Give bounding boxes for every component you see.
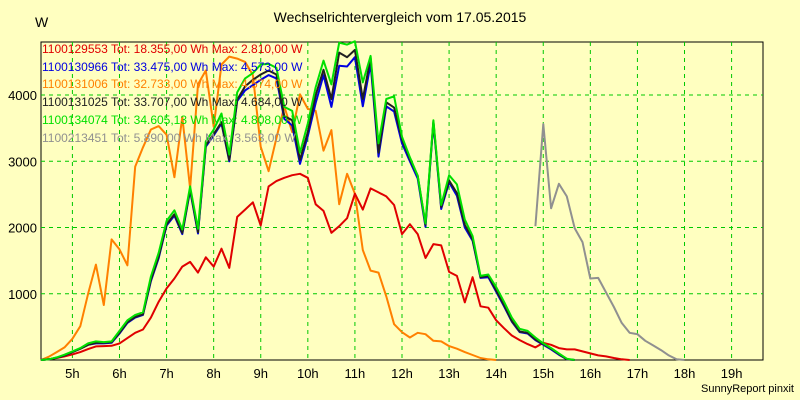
- x-tick-label: 16h: [579, 366, 601, 381]
- x-tick-label: 17h: [627, 366, 649, 381]
- legend-entry: 1100131025 Tot: 33.707,00 Wh Max: 4.684,…: [42, 95, 303, 110]
- chart-title: Wechselrichtervergleich vom 17.05.2015: [273, 9, 527, 25]
- legend: 1100129553 Tot: 18.355,00 Wh Max: 2.810,…: [42, 41, 302, 147]
- series-lines: [40, 40, 685, 361]
- series-line-1100129553: [40, 172, 630, 361]
- y-tick-label: 1000: [8, 287, 37, 302]
- y-tick-label: 2000: [8, 221, 37, 236]
- grid-lines: [41, 42, 763, 360]
- legend-entry: 1100134074 Tot: 34.605,13 Wh Max: 4.808,…: [42, 112, 303, 127]
- legend-entry: 1100131006 Tot: 32.733,00 Wh Max: 4.574,…: [42, 77, 303, 92]
- axis-ticks: 5h 6h 7h 8h 9h 10h 11h 12h 13h 14h 15h 16h 17h 18h 19h…: [8, 88, 742, 381]
- x-tick-label: 15h: [532, 366, 554, 381]
- x-tick-label: 19h: [721, 366, 743, 381]
- series-line-1100131025: [40, 48, 575, 361]
- y-tick-label: 4000: [8, 88, 37, 103]
- x-tick-label: 10h: [297, 366, 319, 381]
- x-tick-label: 6h: [112, 366, 126, 381]
- x-tick-label: 7h: [159, 366, 173, 381]
- x-tick-label: 13h: [438, 366, 460, 381]
- x-tick-label: 18h: [674, 366, 696, 381]
- credit-text: SunnyReport pinxit: [701, 383, 794, 395]
- x-tick-label: 12h: [391, 366, 413, 381]
- x-tick-label: 8h: [206, 366, 220, 381]
- x-tick-label: 9h: [254, 366, 268, 381]
- y-tick-label: 3000: [8, 154, 37, 169]
- x-tick-label: 11h: [345, 366, 366, 381]
- y-axis-label: W: [35, 14, 49, 30]
- x-tick-label: 5h: [65, 366, 79, 381]
- x-tick-label: 14h: [485, 366, 507, 381]
- legend-entry: 1100129553 Tot: 18.355,00 Wh Max: 2.810,…: [42, 42, 303, 56]
- legend-entry: 1100213451 Tot: 5.890,00 Wh Max: 3.563,0…: [42, 130, 296, 145]
- series-line-1100131006: [40, 55, 497, 361]
- legend-entry: 1100130966 Tot: 33.475,00 Wh Max: 4.573,…: [42, 59, 303, 74]
- series-line-1100213451: [534, 123, 685, 361]
- series-line-1100134074: [40, 40, 575, 361]
